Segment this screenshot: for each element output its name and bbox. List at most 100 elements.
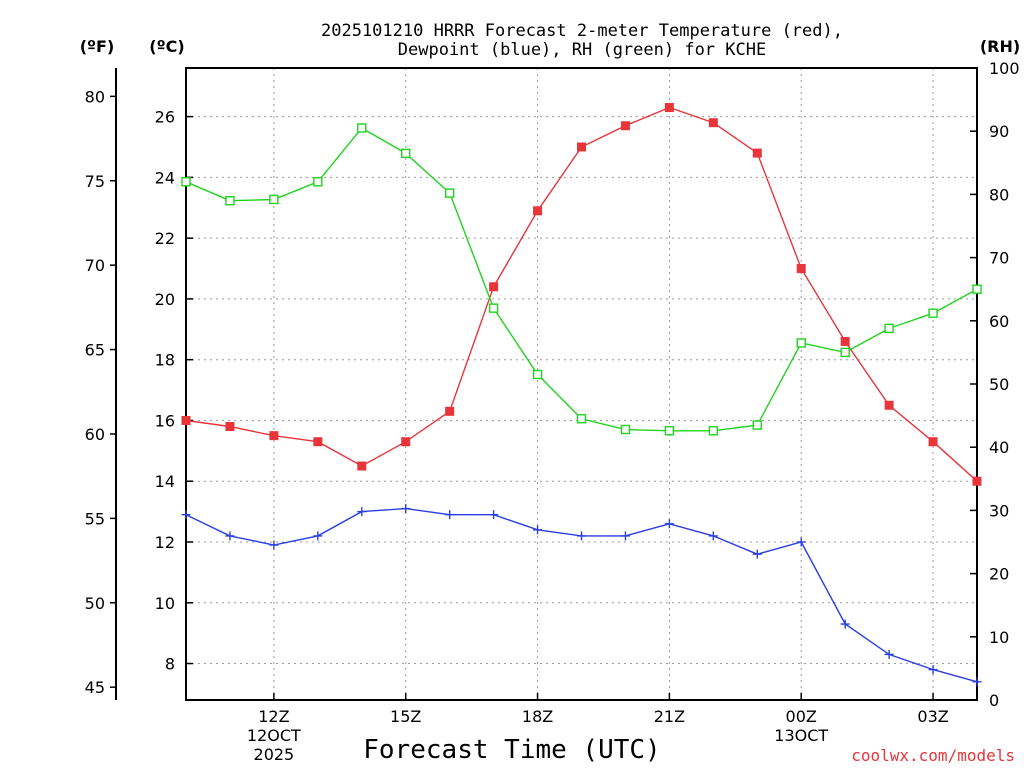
x-tick-label: 18Z	[522, 707, 553, 726]
fahrenheit-tick-label: 65	[85, 341, 105, 360]
dewpoint-point	[489, 510, 499, 520]
rh-point	[928, 308, 938, 318]
x-tick-label: 12Z	[258, 707, 289, 726]
rh-point	[401, 148, 411, 159]
temperature-point	[533, 206, 543, 216]
temperature-point	[225, 422, 235, 432]
temperature-point	[664, 103, 674, 112]
rh-point	[796, 338, 806, 348]
fahrenheit-axis-label: (ºF)	[80, 37, 115, 56]
x-tick-label: 2025	[254, 745, 295, 764]
dewpoint-point	[664, 519, 674, 529]
x-tick-label: 15Z	[390, 707, 421, 726]
dewpoint-point	[269, 540, 279, 550]
celsius-tick-label: 16	[155, 411, 175, 430]
x-tick-label: 13OCT	[774, 726, 828, 745]
temperature-point	[752, 148, 762, 158]
celsius-tick-label: 14	[155, 472, 175, 491]
celsius-tick-label: 12	[155, 533, 175, 552]
rh-tick-label: 10	[989, 628, 1009, 647]
temperature-point	[928, 437, 938, 447]
dewpoint-point	[445, 510, 455, 520]
temperature-point	[445, 406, 455, 416]
fahrenheit-tick-label: 70	[85, 256, 105, 275]
celsius-tick-label: 26	[155, 108, 175, 127]
temperature-point	[401, 437, 411, 447]
celsius-tick-label: 8	[165, 655, 175, 674]
chart-title-line-1: 2025101210 HRRR Forecast 2-meter Tempera…	[321, 21, 843, 41]
dewpoint-point	[620, 531, 630, 541]
celsius-tick-label: 10	[155, 594, 175, 613]
fahrenheit-tick-label: 45	[85, 678, 105, 697]
x-tick-label: 21Z	[654, 707, 685, 726]
temperature-point	[708, 118, 718, 128]
rh-tick-label: 60	[989, 312, 1009, 331]
dewpoint-point	[313, 531, 323, 541]
rh-tick-label: 100	[989, 59, 1020, 78]
temperature-point	[577, 142, 586, 152]
fahrenheit-tick-label: 60	[85, 425, 105, 444]
temperature-point	[357, 461, 367, 471]
temperature-point	[313, 437, 323, 447]
x-tick-label: 00Z	[786, 707, 817, 726]
fahrenheit-tick-label: 55	[85, 509, 105, 528]
rh-point	[708, 426, 719, 436]
rh-axis-label: (RH)	[980, 37, 1020, 56]
fahrenheit-tick-label: 50	[85, 594, 105, 613]
rh-point	[664, 426, 675, 436]
rh-point	[444, 188, 455, 198]
celsius-tick-label: 24	[155, 168, 175, 187]
temperature-point	[796, 264, 806, 274]
series-markers	[181, 103, 982, 687]
dewpoint-point	[225, 531, 235, 541]
rh-tick-label: 90	[989, 122, 1009, 141]
rh-point	[532, 369, 543, 380]
x-axis-title: Forecast Time (UTC)	[363, 735, 660, 765]
rh-point	[488, 303, 499, 313]
rh-tick-label: 80	[989, 185, 1009, 204]
rh-point	[269, 194, 279, 205]
x-tick-label: 12OCT	[247, 726, 301, 745]
celsius-tick-label: 20	[155, 290, 175, 309]
fahrenheit-tick-label: 75	[85, 172, 105, 191]
rh-tick-label: 40	[989, 438, 1009, 457]
rh-tick-label: 0	[989, 691, 999, 710]
celsius-tick-label: 22	[155, 229, 175, 248]
celsius-tick-label: 18	[155, 351, 175, 370]
temperature-point	[840, 336, 850, 346]
dewpoint-point	[401, 504, 411, 514]
temperature-point	[884, 400, 894, 410]
fahrenheit-tick-label: 80	[85, 87, 105, 106]
dewpoint-point	[972, 677, 982, 687]
credit-text: coolwx.com/models	[851, 746, 1015, 765]
rh-point	[181, 177, 191, 187]
dewpoint-point	[752, 549, 762, 559]
temperature-point	[620, 121, 630, 131]
temperature-point	[972, 476, 982, 486]
rh-point	[840, 347, 850, 358]
dewpoint-point	[533, 525, 543, 535]
rh-point	[357, 123, 367, 133]
dewpoint-point	[928, 665, 938, 675]
tick-labels: 8 10 12 14 16 18 20 22 24 26 45 50 55 60 65 70 75 80 0 10 20…	[85, 59, 1020, 764]
chart-title-line-2: Dewpoint (blue), RH (green) for KCHE	[398, 40, 766, 60]
rh-tick-label: 20	[989, 565, 1009, 584]
dewpoint-point	[357, 507, 367, 517]
temperature-point	[181, 415, 191, 425]
rh-point	[576, 414, 587, 424]
rh-point	[884, 323, 894, 334]
rh-point	[752, 420, 762, 430]
dewpoint-point	[577, 531, 586, 541]
rh-tick-label: 30	[989, 501, 1009, 520]
dewpoint-point	[181, 510, 191, 520]
rh-point	[313, 177, 323, 187]
rh-point	[620, 424, 631, 435]
celsius-axis-label: (ºC)	[149, 37, 184, 56]
dewpoint-point	[708, 531, 718, 541]
rh-point	[972, 284, 982, 294]
rh-tick-label: 50	[989, 375, 1009, 394]
rh-tick-label: 70	[989, 249, 1009, 268]
temperature-point	[269, 431, 279, 441]
axes	[110, 67, 978, 701]
